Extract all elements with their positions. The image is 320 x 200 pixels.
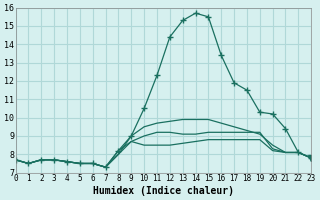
X-axis label: Humidex (Indice chaleur): Humidex (Indice chaleur) [93,186,234,196]
